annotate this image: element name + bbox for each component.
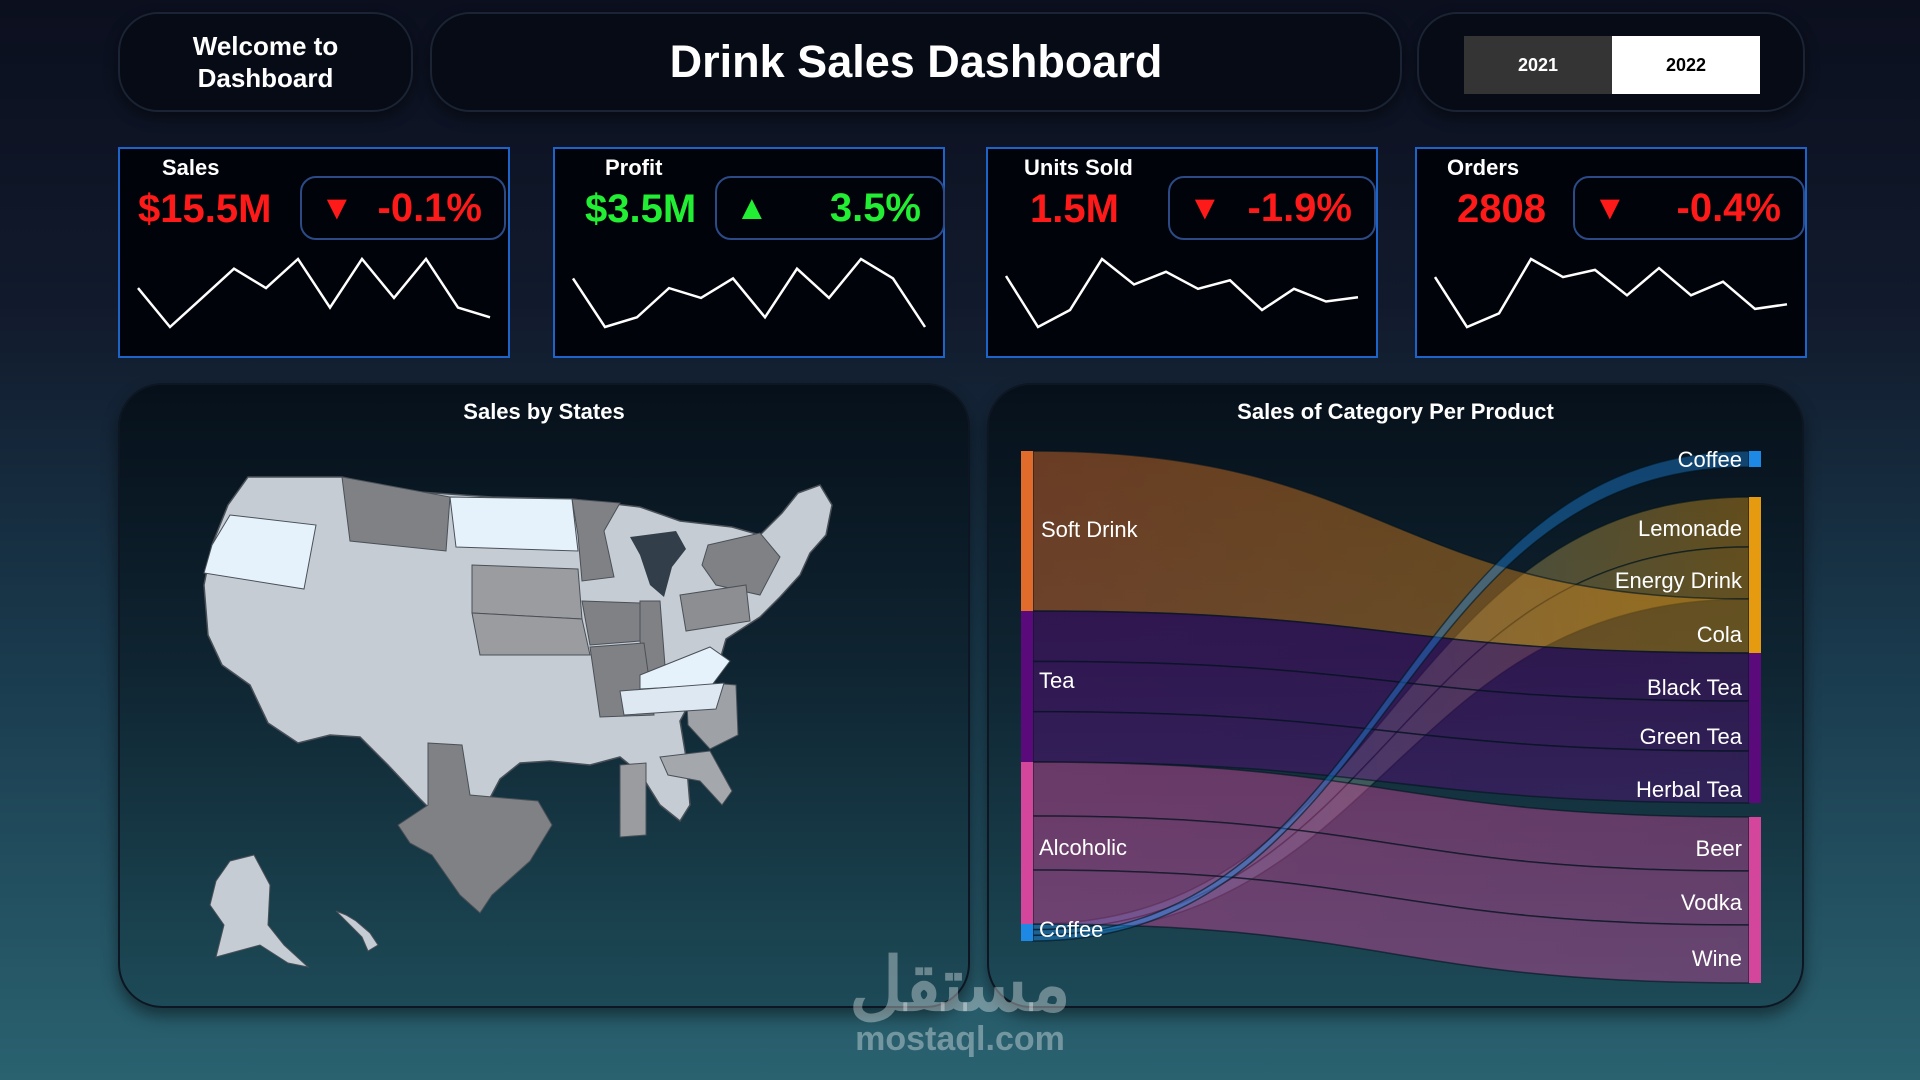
kpi-delta: 3.5% (829, 185, 921, 230)
state-oregon (203, 514, 317, 590)
state-florida (659, 750, 733, 806)
state-tennessee (619, 682, 725, 716)
state-alaska (209, 854, 310, 968)
page-title: Drink Sales Dashboard (669, 36, 1163, 87)
year-2022-button[interactable]: 2022 (1612, 36, 1760, 94)
sankey-target-node (1749, 925, 1761, 983)
kpi-card-units-sold[interactable]: Units Sold 1.5M ▼ -1.9% (986, 147, 1378, 358)
welcome-box: Welcome to Dashboard (118, 12, 413, 112)
kpi-label: Orders (1447, 155, 1520, 180)
sankey-target-label: Energy Drink (1614, 568, 1742, 593)
kpi-value: $15.5M (138, 187, 272, 231)
triangle-up-icon: ▲ (735, 188, 769, 227)
kpi-value: 2808 (1457, 187, 1546, 231)
kpi-label: Units Sold (1024, 155, 1133, 180)
kpi-delta-box: ▼ -0.1% (300, 176, 506, 240)
sankey-target-node (1749, 497, 1761, 547)
kpi-sparkline (137, 256, 491, 329)
state-hawaii (335, 910, 379, 952)
sankey-chart[interactable] (989, 385, 1806, 1010)
kpi-label: Profit (605, 155, 663, 180)
sparkline-path (1004, 257, 1359, 329)
sankey-target-label: Cola (1696, 622, 1742, 647)
kpi-label: Sales (162, 155, 220, 180)
sankey-target-label: Herbal Tea (1636, 777, 1742, 802)
kpi-card-sales[interactable]: Sales $15.5M ▼ -0.1% (118, 147, 510, 358)
state-north-dakota (449, 496, 579, 552)
watermark-logo: مستقل mostaql.com (840, 943, 1080, 1059)
great-lakes (630, 531, 686, 597)
sankey-source-node (1021, 762, 1033, 924)
kpi-delta-box: ▼ -0.4% (1573, 176, 1805, 240)
watermark-arabic: مستقل (849, 943, 1071, 1026)
kpi-sparkline (1004, 257, 1359, 329)
us-states-map[interactable] (120, 385, 972, 1010)
sankey-source-node (1021, 451, 1033, 611)
state-nebraska (471, 612, 591, 656)
sankey-target-node (1749, 871, 1761, 925)
sankey-target-node (1749, 751, 1761, 803)
welcome-text: Welcome to Dashboard (192, 31, 339, 93)
sankey-target-label: Black Tea (1647, 675, 1742, 700)
kpi-value: 1.5M (1030, 187, 1119, 231)
sales-by-states-panel: Sales by States (118, 383, 970, 1008)
sankey-target-node (1749, 653, 1761, 701)
sankey-target-node (1749, 817, 1761, 871)
sankey-target-label: Coffee (1677, 447, 1742, 472)
triangle-down-icon: ▼ (1593, 188, 1627, 227)
sankey-target-node (1749, 701, 1761, 751)
kpi-sparkline (1433, 257, 1788, 329)
state-texas (397, 742, 553, 914)
sankey-source-label: Soft Drink (1041, 517, 1138, 542)
panel-title: Sales of Category Per Product (1237, 399, 1554, 424)
kpi-sparkline (571, 257, 927, 329)
sankey-source-label: Coffee (1039, 917, 1104, 942)
sankey-target-label: Green Tea (1639, 724, 1742, 749)
kpi-delta: -0.4% (1676, 185, 1782, 230)
state-kentucky (639, 646, 731, 690)
state-pennsylvania (679, 584, 751, 632)
sankey-source-node (1021, 611, 1033, 762)
state-south-dakota (471, 564, 583, 620)
panel-title: Sales by States (463, 399, 625, 424)
watermark-latin: mostaql.com (855, 1020, 1065, 1058)
state-northeast-ny (701, 532, 781, 596)
triangle-down-icon: ▼ (1188, 188, 1222, 227)
sankey-target-label: Vodka (1680, 890, 1742, 915)
sankey-source-label: Tea (1039, 668, 1075, 693)
state-minnesota (571, 498, 621, 582)
kpi-card-profit[interactable]: Profit $3.5M ▲ 3.5% (553, 147, 945, 358)
state-mississippi (619, 762, 647, 838)
triangle-down-icon: ▼ (320, 188, 354, 227)
title-box: Drink Sales Dashboard (430, 12, 1402, 112)
sales-category-sankey-panel: Sales of Category Per Product Soft Drink… (987, 383, 1804, 1008)
sparkline-path (1433, 257, 1788, 329)
year-2021-button[interactable]: 2021 (1464, 36, 1612, 94)
sankey-target-node (1749, 547, 1761, 599)
year-slicer: 2021 2022 (1417, 12, 1805, 112)
sankey-source-label: Alcoholic (1039, 835, 1128, 860)
state-iowa (581, 600, 641, 646)
kpi-delta-box: ▼ -1.9% (1168, 176, 1376, 240)
state-montana (341, 476, 451, 552)
kpi-value: $3.5M (585, 187, 697, 231)
kpi-delta: -1.9% (1247, 185, 1353, 230)
sankey-target-label: Wine (1691, 946, 1742, 971)
sparkline-path (571, 257, 927, 329)
sankey-target-node (1749, 451, 1761, 467)
sankey-target-node (1749, 599, 1761, 653)
sankey-target-label: Beer (1695, 836, 1742, 861)
kpi-delta-box: ▲ 3.5% (715, 176, 945, 240)
kpi-delta: -0.1% (377, 185, 483, 230)
kpi-card-orders[interactable]: Orders 2808 ▼ -0.4% (1415, 147, 1807, 358)
sparkline-path (137, 256, 491, 329)
sankey-target-label: Lemonade (1638, 516, 1742, 541)
sankey-source-node (1021, 924, 1033, 941)
